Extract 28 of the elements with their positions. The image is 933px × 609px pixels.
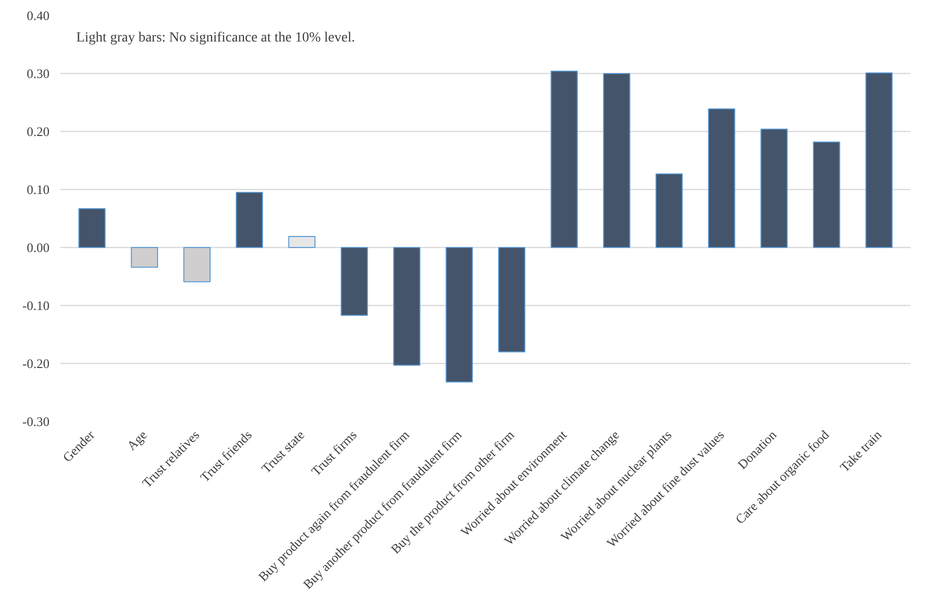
y-tick-label: 0.20	[26, 124, 50, 139]
bar	[236, 192, 264, 248]
bar	[498, 247, 526, 352]
bar	[393, 247, 420, 366]
x-tick-label: Take train	[836, 426, 885, 475]
y-tick-label: 0.30	[26, 66, 50, 81]
bar	[708, 108, 736, 248]
x-tick-label: Trust state	[258, 427, 308, 476]
bar	[760, 128, 788, 248]
y-tick-label: -0.10	[22, 298, 50, 313]
bar	[865, 72, 893, 248]
bar	[550, 70, 578, 248]
bar	[288, 236, 316, 248]
x-tick-label: Age	[124, 427, 150, 454]
y-tick-label: 0.40	[26, 8, 50, 23]
bar	[340, 247, 368, 316]
bar	[812, 141, 840, 248]
bar	[656, 173, 683, 248]
annotation: Light gray bars: No significance at the 10% level.	[76, 30, 355, 46]
bar	[446, 247, 473, 383]
y-tick-label: -0.20	[22, 356, 50, 371]
bar	[130, 247, 158, 268]
y-tick-label: 0.10	[26, 182, 50, 197]
bar	[183, 247, 211, 282]
bar	[603, 73, 630, 248]
y-tick-label: -0.30	[22, 414, 50, 429]
y-tick-label: 0.00	[26, 240, 50, 255]
bar	[78, 208, 106, 248]
